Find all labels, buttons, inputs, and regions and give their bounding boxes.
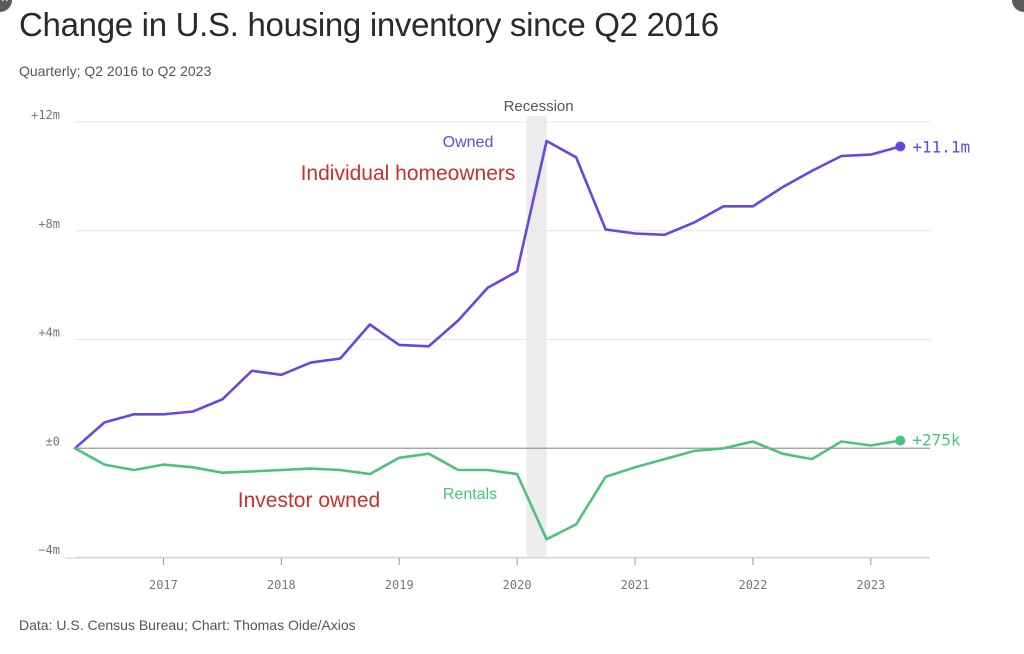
individual-homeowners-annotation: Individual homeowners xyxy=(301,162,516,185)
recession-band xyxy=(526,116,547,557)
chart-title: Change in U.S. housing inventory since Q… xyxy=(19,6,719,43)
chart-source: Data: U.S. Census Bureau; Chart: Thomas … xyxy=(19,617,356,633)
rentals-end-dot xyxy=(895,435,906,446)
y-tick-label: +8m xyxy=(38,217,60,231)
x-tick-label: 2021 xyxy=(621,578,650,592)
owned-end-label: +11.1m xyxy=(912,137,970,156)
rentals-line xyxy=(73,439,902,541)
rentals-annotation: Rentals xyxy=(443,486,497,503)
x-tick-label: 2022 xyxy=(738,578,767,592)
recession-label: Recession xyxy=(504,98,574,115)
owned-annotation: Owned xyxy=(443,134,494,151)
x-tick-label: 2020 xyxy=(503,578,532,592)
x-tick-label: 2019 xyxy=(385,578,414,592)
y-tick-label: +12m xyxy=(31,108,60,122)
rentals-end-label: +275k xyxy=(912,431,961,450)
x-tick-label: 2023 xyxy=(856,578,885,592)
chart-subtitle: Quarterly; Q2 2016 to Q2 2023 xyxy=(19,63,212,79)
owned-line xyxy=(73,139,902,450)
y-tick-label: +4m xyxy=(38,326,60,340)
x-tick-label: 2017 xyxy=(149,578,178,592)
y-tick-label: −4m xyxy=(38,543,60,557)
x-tick-label: 2018 xyxy=(267,578,296,592)
investor-owned-annotation: Investor owned xyxy=(238,489,380,512)
y-tick-label: ±0 xyxy=(46,434,60,448)
owned-end-dot xyxy=(895,141,906,152)
